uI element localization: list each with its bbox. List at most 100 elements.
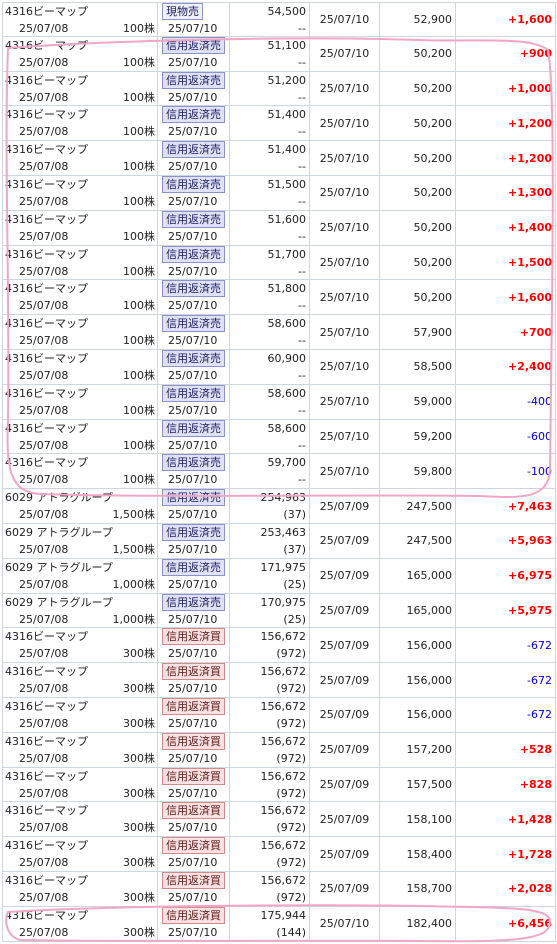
stock-name[interactable]: 4316ビーマップ — [5, 108, 88, 122]
amount-cell: 51,100 -- — [230, 36, 310, 71]
profit-loss: -672 — [527, 708, 552, 722]
stock-cell: 4316ビーマップ 25/07/08 300株 — [2, 628, 158, 663]
stock-name[interactable]: 4316ビーマップ — [5, 839, 88, 853]
exec-date-cell: 25/07/09 — [310, 871, 380, 906]
stock-cell: 4316ビーマップ 25/07/08 100株 — [2, 245, 158, 280]
settle-date: 25/07/10 — [168, 90, 218, 104]
stock-name[interactable]: 4316ビーマップ — [5, 769, 88, 783]
pl-cell: +6,456 — [456, 906, 556, 941]
amount-sub: -- — [298, 160, 306, 174]
stock-cell: 4316ビーマップ 25/07/08 100株 — [2, 3, 158, 36]
exec-date-cell: 25/07/10 — [310, 419, 380, 454]
value-cell: 50,200 — [380, 36, 456, 71]
trade-type-badge: 信用返済買 — [162, 663, 225, 681]
order-date: 25/07/08 — [19, 751, 69, 765]
profit-loss: +2,028 — [507, 882, 552, 896]
exec-date: 25/07/10 — [319, 221, 370, 235]
stock-cell: 4316ビーマップ 25/07/08 300株 — [2, 802, 158, 837]
profit-loss: +1,600 — [507, 290, 552, 304]
stock-name[interactable]: 4316ビーマップ — [5, 5, 88, 18]
amount-cell: 156,672 (972) — [230, 628, 310, 663]
pl-cell: +900 — [456, 36, 556, 71]
exec-date: 25/07/09 — [319, 777, 370, 791]
stock-cell: 4316ビーマップ 25/07/08 100株 — [2, 141, 158, 175]
stock-name[interactable]: 4316ビーマップ — [5, 351, 88, 365]
stock-name[interactable]: 4316ビーマップ — [5, 699, 88, 713]
value-cell: 50,200 — [380, 141, 456, 175]
stock-name[interactable]: 4316ビーマップ — [5, 665, 88, 679]
stock-cell: 4316ビーマップ 25/07/08 300株 — [2, 767, 158, 802]
amount-cell: 254,963 (37) — [230, 489, 310, 523]
exec-date-cell: 25/07/09 — [310, 732, 380, 767]
order-date: 25/07/08 — [19, 612, 69, 626]
stock-name[interactable]: 6029 アトラグループ — [5, 595, 113, 609]
trade-type-badge: 信用返済買 — [162, 697, 225, 715]
stock-name[interactable]: 4316ビーマップ — [5, 456, 88, 470]
table-row: 4316ビーマップ 25/07/08 300株 信用返済買 25/07/10 1… — [2, 837, 556, 872]
table-row: 4316ビーマップ 25/07/08 300株 信用返済買 25/07/10 1… — [2, 767, 556, 803]
stock-name[interactable]: 6029 アトラグループ — [5, 525, 113, 539]
exec-date: 25/07/09 — [319, 708, 370, 722]
trade-type-cell: 信用返済買 25/07/10 — [158, 697, 230, 732]
value: 157,200 — [406, 743, 453, 757]
amount-sub: (25) — [283, 612, 306, 626]
stock-name[interactable]: 4316ビーマップ — [5, 804, 88, 818]
value: 50,200 — [413, 47, 453, 61]
stock-name[interactable]: 4316ビーマップ — [5, 177, 88, 191]
stock-name[interactable]: 4316ビーマップ — [5, 421, 88, 435]
settle-date: 25/07/10 — [168, 786, 218, 800]
stock-name[interactable]: 4316ビーマップ — [5, 317, 88, 331]
quantity: 100株 — [123, 22, 155, 35]
quantity: 100株 — [123, 160, 155, 174]
amount-sub: -- — [298, 229, 306, 243]
exec-date-cell: 25/07/10 — [310, 906, 380, 941]
stock-name[interactable]: 4316ビーマップ — [5, 386, 88, 400]
table-row: 4316ビーマップ 25/07/08 100株 信用返済売 25/07/10 5… — [2, 384, 556, 420]
trade-type-badge: 信用返済売 — [162, 558, 225, 576]
amount: 51,800 — [267, 282, 307, 296]
stock-name[interactable]: 4316ビーマップ — [5, 282, 88, 296]
exec-date: 25/07/10 — [319, 255, 370, 269]
exec-date-cell: 25/07/09 — [310, 663, 380, 697]
exec-date: 25/07/09 — [319, 847, 370, 861]
profit-loss: +1,000 — [507, 81, 552, 95]
exec-date: 25/07/10 — [319, 81, 370, 95]
amount: 54,500 — [267, 5, 307, 18]
trade-type-badge: 信用返済売 — [162, 245, 225, 263]
order-date: 25/07/08 — [19, 508, 69, 522]
value: 157,500 — [406, 777, 453, 791]
stock-name[interactable]: 4316ビーマップ — [5, 630, 88, 644]
value-cell: 57,900 — [380, 315, 456, 349]
amount-sub: -- — [298, 473, 306, 487]
trade-type-badge: 信用返済売 — [162, 141, 225, 159]
amount-cell: 51,800 -- — [230, 280, 310, 315]
stock-name[interactable]: 4316ビーマップ — [5, 212, 88, 226]
pl-cell: +5,963 — [456, 523, 556, 558]
stock-name[interactable]: 4316ビーマップ — [5, 908, 88, 922]
value: 59,800 — [413, 464, 453, 478]
stock-name[interactable]: 4316ビーマップ — [5, 38, 88, 52]
trade-type-cell: 信用返済売 25/07/10 — [158, 245, 230, 280]
value-cell: 59,200 — [380, 419, 456, 454]
stock-name[interactable]: 4316ビーマップ — [5, 73, 88, 87]
amount-cell: 58,600 -- — [230, 419, 310, 454]
stock-cell: 4316ビーマップ 25/07/08 100株 — [2, 280, 158, 315]
value-cell: 50,200 — [380, 71, 456, 106]
amount-sub: -- — [298, 438, 306, 452]
order-date: 25/07/08 — [19, 194, 69, 208]
stock-name[interactable]: 4316ビーマップ — [5, 143, 88, 157]
stock-name[interactable]: 4316ビーマップ — [5, 873, 88, 887]
stock-name[interactable]: 6029 アトラグループ — [5, 491, 113, 505]
profit-loss: +1,600 — [507, 12, 552, 26]
value-cell: 157,500 — [380, 767, 456, 802]
pl-cell: -672 — [456, 697, 556, 732]
order-date: 25/07/08 — [19, 577, 69, 591]
exec-date: 25/07/10 — [319, 290, 370, 304]
stock-name[interactable]: 4316ビーマップ — [5, 247, 88, 261]
quantity: 1,500株 — [112, 508, 156, 522]
stock-name[interactable]: 6029 アトラグループ — [5, 560, 113, 574]
table-row: 4316ビーマップ 25/07/08 100株 信用返済売 25/07/10 5… — [2, 419, 556, 455]
amount: 51,600 — [267, 212, 307, 226]
stock-cell: 4316ビーマップ 25/07/08 100株 — [2, 106, 158, 141]
stock-name[interactable]: 4316ビーマップ — [5, 734, 88, 748]
